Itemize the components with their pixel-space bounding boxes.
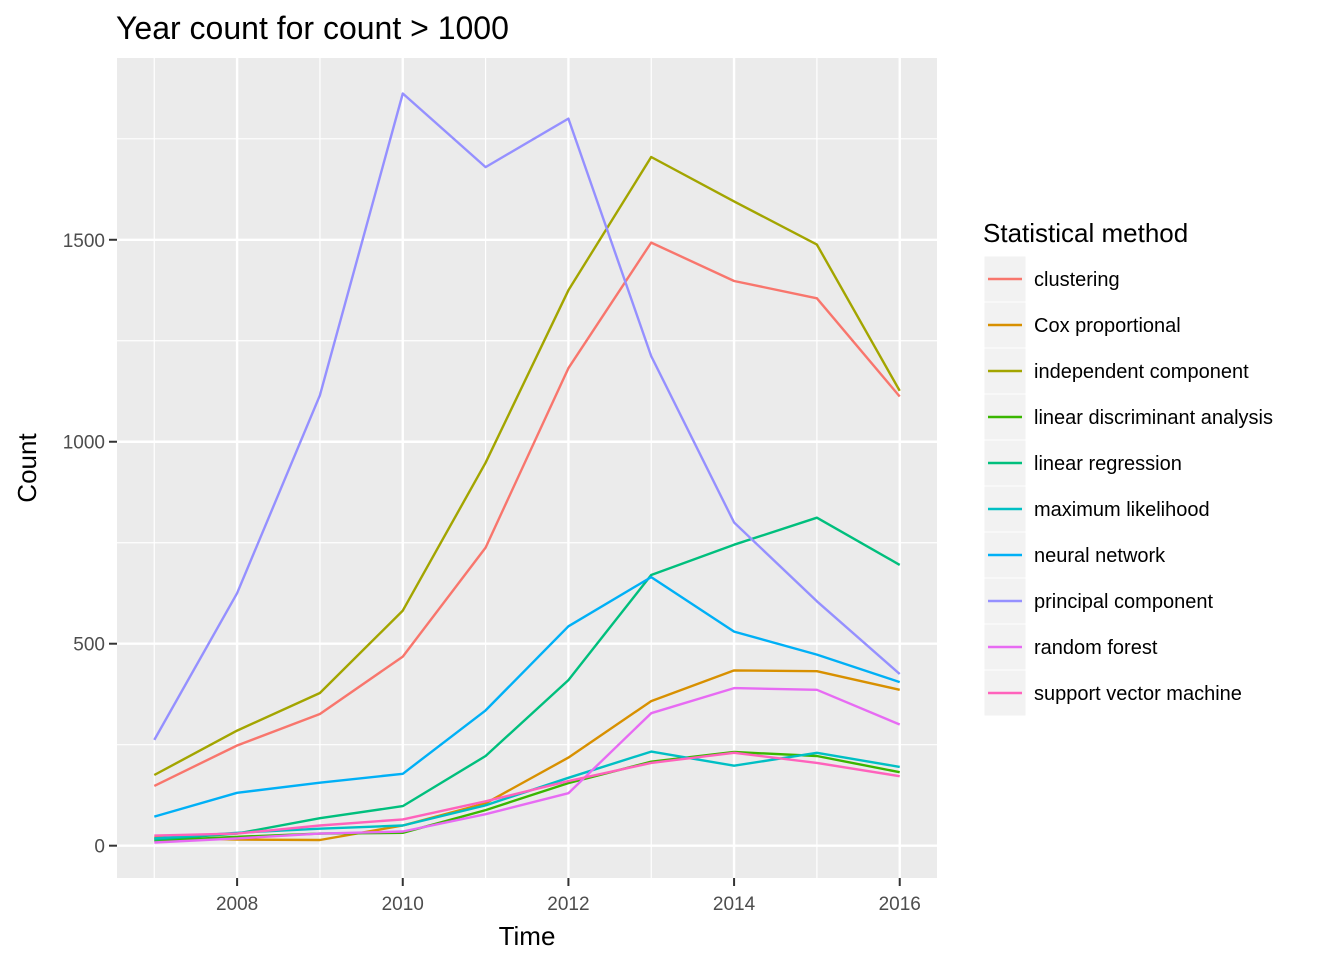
y-axis-title: Count bbox=[12, 433, 42, 503]
legend-label: principal component bbox=[1034, 591, 1213, 613]
series-line bbox=[153, 241, 901, 787]
legend-item: linear regression bbox=[983, 439, 1182, 487]
legend-label: Cox proportional bbox=[1034, 315, 1181, 337]
legend-title: Statistical method bbox=[983, 218, 1188, 248]
legend-item: random forest bbox=[983, 623, 1158, 671]
legend-label: neural network bbox=[1034, 545, 1166, 567]
series-line bbox=[154, 516, 901, 841]
legend: Statistical method clustering Cox proport… bbox=[983, 218, 1273, 717]
legend-label: clustering bbox=[1034, 269, 1120, 291]
y-tick-label: 0 bbox=[94, 837, 105, 858]
y-axis: 0 500 1000 1500 bbox=[63, 231, 117, 858]
y-tick-label: 1500 bbox=[63, 231, 105, 252]
legend-item: maximum likelihood bbox=[983, 485, 1210, 533]
legend-label: independent component bbox=[1034, 361, 1249, 383]
x-tick-label: 2016 bbox=[879, 894, 921, 915]
plot-panel bbox=[117, 58, 937, 878]
legend-label: random forest bbox=[1034, 637, 1158, 659]
legend-item: linear discriminant analysis bbox=[983, 393, 1273, 441]
y-tick-label: 1000 bbox=[63, 433, 105, 454]
x-axis-title: Time bbox=[499, 921, 556, 951]
legend-label: linear regression bbox=[1034, 453, 1182, 475]
legend-item: support vector machine bbox=[983, 669, 1242, 717]
legend-item: Cox proportional bbox=[983, 301, 1181, 349]
x-axis: 2008 2010 2012 2014 2016 bbox=[216, 878, 921, 915]
series-line bbox=[154, 669, 900, 842]
legend-label: support vector machine bbox=[1034, 683, 1242, 705]
grid-major bbox=[117, 58, 937, 878]
x-tick-label: 2010 bbox=[382, 894, 424, 915]
x-tick-label: 2012 bbox=[547, 894, 589, 915]
legend-item: independent component bbox=[983, 347, 1249, 395]
legend-label: linear discriminant analysis bbox=[1034, 407, 1273, 429]
series-line bbox=[154, 686, 901, 844]
legend-item: neural network bbox=[983, 531, 1166, 579]
series-line bbox=[153, 155, 901, 777]
legend-label: maximum likelihood bbox=[1034, 499, 1210, 521]
series-lines bbox=[153, 92, 901, 844]
grid-minor bbox=[117, 58, 937, 878]
legend-item: clustering bbox=[983, 255, 1120, 303]
x-tick-label: 2008 bbox=[216, 894, 258, 915]
x-tick-label: 2014 bbox=[713, 894, 756, 915]
series-line bbox=[153, 92, 901, 741]
legend-item: principal component bbox=[983, 577, 1213, 625]
chart-title: Year count for count > 1000 bbox=[116, 10, 509, 46]
y-tick-label: 500 bbox=[73, 635, 105, 656]
series-line bbox=[153, 575, 901, 818]
series-line bbox=[154, 751, 900, 837]
